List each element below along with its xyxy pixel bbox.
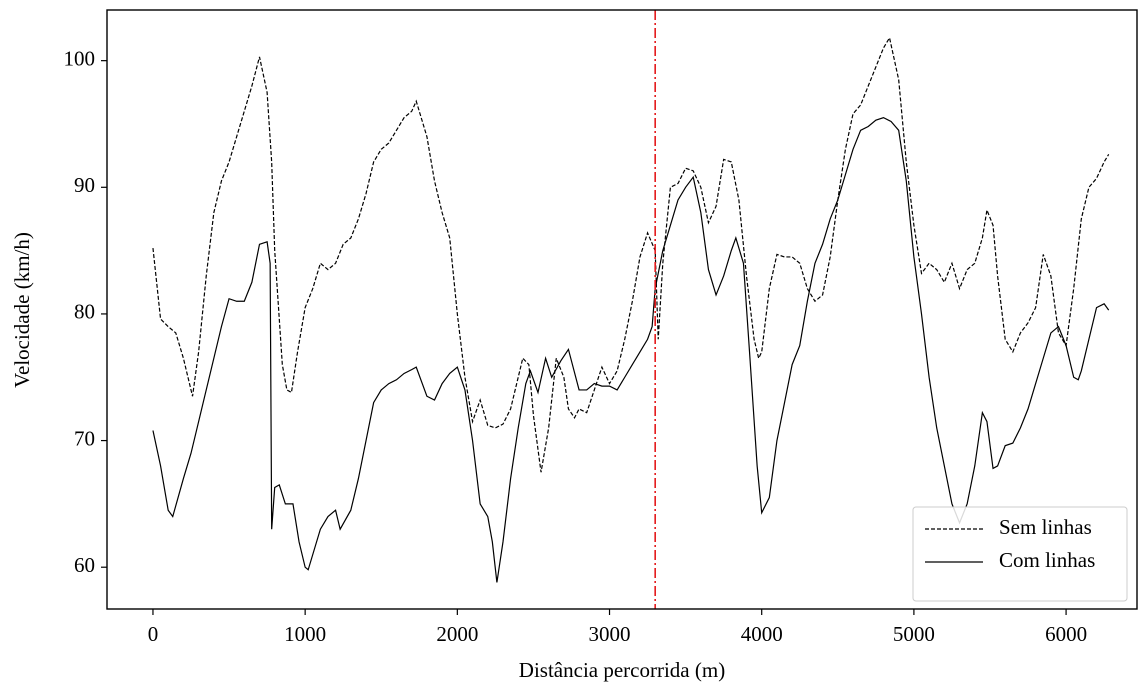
legend-label: Com linhas bbox=[999, 548, 1095, 572]
x-tick-label: 1000 bbox=[284, 622, 326, 646]
x-tick-label: 2000 bbox=[436, 622, 478, 646]
legend-label: Sem linhas bbox=[999, 515, 1092, 539]
y-tick-label: 80 bbox=[74, 300, 95, 324]
legend-box bbox=[912, 506, 1128, 602]
y-axis-label: Velocidade (km/h) bbox=[10, 232, 34, 388]
y-tick-label: 100 bbox=[64, 46, 96, 70]
x-tick-label: 6000 bbox=[1045, 622, 1087, 646]
plot-frame bbox=[106, 9, 1138, 610]
x-tick-label: 5000 bbox=[893, 622, 935, 646]
x-axis-label: Distância percorrida (m) bbox=[519, 658, 725, 682]
data-line bbox=[152, 36, 1110, 473]
y-tick-label: 60 bbox=[74, 553, 95, 577]
x-tick-label: 4000 bbox=[741, 622, 783, 646]
y-tick-label: 90 bbox=[74, 173, 95, 197]
x-tick-label: 0 bbox=[148, 622, 159, 646]
y-tick-label: 70 bbox=[74, 426, 95, 450]
x-tick-label: 3000 bbox=[589, 622, 631, 646]
